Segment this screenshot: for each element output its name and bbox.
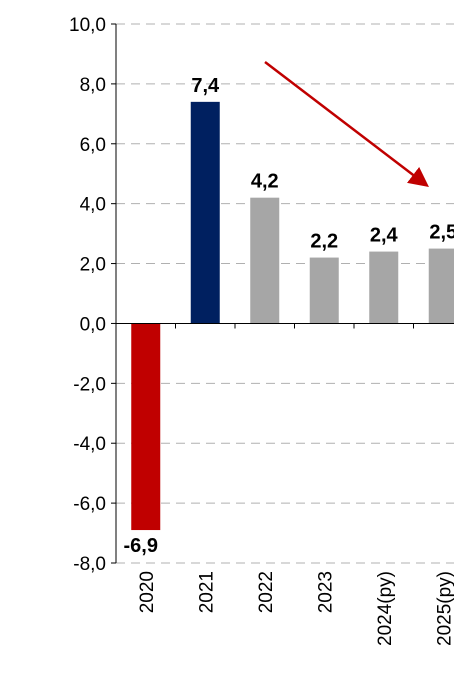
value-label: 2,4 — [370, 225, 399, 247]
bar — [250, 197, 280, 324]
x-tick-label: 2025(py) — [434, 571, 454, 646]
bar — [131, 323, 161, 531]
y-tick-label: 10,0 — [69, 15, 106, 36]
value-label: 2,5 — [429, 222, 454, 244]
grid — [116, 23, 454, 564]
bar — [428, 248, 454, 324]
y-tick-label: -8,0 — [73, 554, 106, 575]
value-label: 7,4 — [191, 75, 220, 97]
bars — [131, 101, 454, 531]
y-tick-label: 2,0 — [80, 255, 106, 276]
trend-arrow — [264, 61, 429, 188]
x-tick-label: 2021 — [196, 571, 217, 613]
x-tick-label: 2020 — [137, 571, 158, 613]
x-tick-label: 2022 — [256, 571, 277, 613]
bar — [309, 257, 339, 324]
bar — [190, 101, 220, 324]
y-tick-label: 6,0 — [80, 135, 106, 156]
x-tick-label: 2023 — [315, 571, 336, 613]
y-tick-label: -4,0 — [73, 434, 106, 455]
y-tick-label: 8,0 — [80, 75, 106, 96]
y-tick-label: -6,0 — [73, 494, 106, 515]
y-tick-label: 4,0 — [80, 195, 106, 216]
x-tick-label: 2024(py) — [375, 571, 396, 646]
value-label: 2,2 — [310, 231, 338, 253]
y-tick-label: -2,0 — [73, 374, 106, 395]
y-tick-label: 0,0 — [80, 314, 106, 335]
value-label: -6,9 — [124, 535, 158, 557]
bar — [369, 251, 399, 324]
value-label: 4,2 — [251, 171, 279, 193]
